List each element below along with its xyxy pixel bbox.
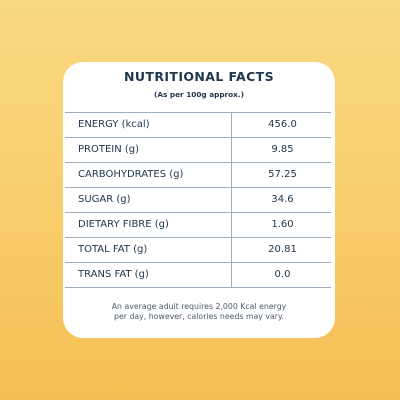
table-row: SUGAR (g) 34.6: [65, 188, 331, 213]
table-row: TOTAL FAT (g) 20.81: [65, 238, 331, 263]
table-row: DIETARY FIBRE (g) 1.60: [65, 213, 331, 238]
nutrient-value: 0.0: [274, 269, 291, 280]
nutrient-value: 1.60: [271, 219, 294, 230]
table-row: ENERGY (kcal) 456.0: [65, 113, 331, 138]
nutrient-label: TRANS FAT (g): [78, 269, 149, 280]
nutrient-label: DIETARY FIBRE (g): [78, 219, 169, 230]
nutrition-facts-card: NUTRITIONAL FACTS (As per 100g approx.) …: [63, 62, 335, 338]
nutrient-value: 456.0: [268, 119, 297, 130]
nutrient-label: TOTAL FAT (g): [78, 244, 148, 255]
nutrient-label: ENERGY (kcal): [78, 119, 150, 130]
nutrient-value: 57.25: [268, 169, 297, 180]
panel-subtitle: (As per 100g approx.): [154, 90, 244, 99]
footnote-line: per day, however, calories needs may var…: [114, 312, 284, 321]
nutrient-label: CARBOHYDRATES (g): [78, 169, 184, 180]
energy-footnote: An average adult requires 2,000 Kcal ene…: [63, 302, 335, 322]
nutrient-label: PROTEIN (g): [78, 144, 140, 155]
nutrition-table: ENERGY (kcal) 456.0 PROTEIN (g) 9.85 CAR…: [65, 112, 331, 288]
table-row: CARBOHYDRATES (g) 57.25: [65, 163, 331, 188]
nutrient-value: 20.81: [268, 244, 297, 255]
nutrient-label: SUGAR (g): [78, 194, 131, 205]
panel-title: NUTRITIONAL FACTS: [124, 69, 274, 84]
nutrient-value: 9.85: [271, 144, 294, 155]
table-row: PROTEIN (g) 9.85: [65, 138, 331, 163]
footnote-line: An average adult requires 2,000 Kcal ene…: [111, 302, 287, 311]
column-divider: [231, 112, 232, 288]
table-row: TRANS FAT (g) 0.0: [65, 263, 331, 287]
nutrient-value: 34.6: [271, 194, 294, 205]
